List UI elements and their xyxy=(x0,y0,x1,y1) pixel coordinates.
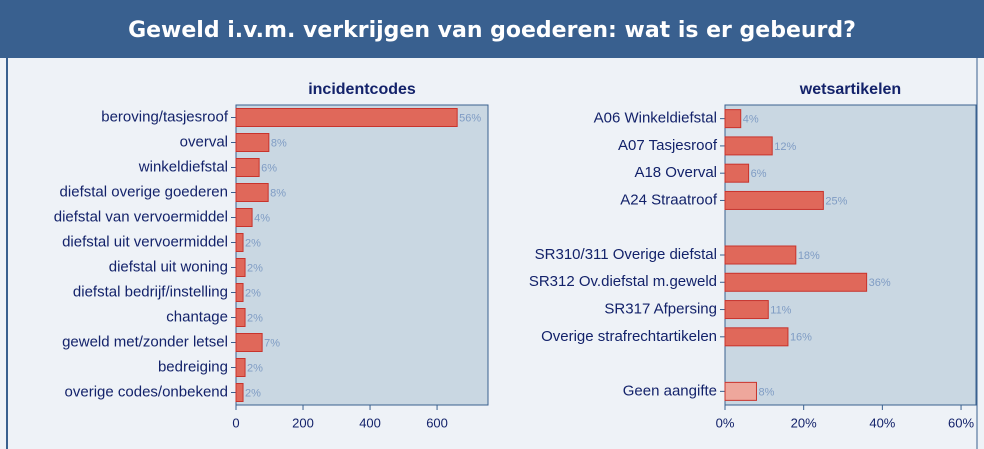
y-tick-label: beroving/tasjesroof xyxy=(101,108,229,125)
value-label: 2% xyxy=(247,362,263,374)
y-tick-label: SR310/311 Overige diefstal xyxy=(535,246,717,263)
y-tick-label: A07 Tasjesroof xyxy=(618,137,718,154)
bar xyxy=(235,133,270,152)
value-label: 2% xyxy=(247,262,263,274)
bar xyxy=(235,308,246,327)
x-tick-label: 600 xyxy=(426,415,448,430)
bar xyxy=(235,233,244,252)
value-label: 12% xyxy=(774,141,796,153)
x-tick-label: 400 xyxy=(359,415,381,430)
bar xyxy=(724,245,797,265)
value-label: 6% xyxy=(261,162,277,174)
y-tick-label: diefstal uit woning xyxy=(109,258,228,275)
bar xyxy=(235,258,246,277)
value-label: 8% xyxy=(758,386,774,398)
value-label: 25% xyxy=(825,195,847,207)
value-label: 56% xyxy=(459,112,481,124)
bar xyxy=(235,208,253,227)
value-label: 7% xyxy=(264,337,280,349)
bar xyxy=(724,327,789,347)
bar xyxy=(724,272,868,292)
x-tick-label: 0 xyxy=(232,415,239,430)
value-label: 8% xyxy=(270,187,286,199)
value-label: 2% xyxy=(245,387,261,399)
y-tick-label: geweld met/zonder letsel xyxy=(62,333,228,350)
x-tick-label: 60% xyxy=(948,415,974,430)
value-label: 16% xyxy=(790,332,812,344)
value-label: 8% xyxy=(271,137,287,149)
y-tick-label: chantage xyxy=(166,308,228,325)
title-bar xyxy=(0,0,984,58)
y-tick-label: diefstal uit vervoermiddel xyxy=(62,233,228,250)
y-tick-label: A06 Winkeldiefstal xyxy=(594,110,717,127)
y-tick-label: bedreiging xyxy=(158,358,228,375)
y-tick-label: winkeldiefstal xyxy=(138,158,228,175)
page-title: Geweld i.v.m. verkrijgen van goederen: w… xyxy=(128,18,856,43)
value-label: 18% xyxy=(798,250,820,262)
y-tick-label: overige codes/onbekend xyxy=(65,383,228,400)
chart-title: incidentcodes xyxy=(308,81,416,98)
bar xyxy=(724,190,824,210)
y-tick-label: A18 Overval xyxy=(634,164,717,181)
value-label: 36% xyxy=(869,277,891,289)
y-tick-label: diefstal bedrijf/instelling xyxy=(73,283,228,300)
bar xyxy=(235,158,260,177)
y-tick-label: Geen aangifte xyxy=(623,382,717,399)
x-tick-label: 40% xyxy=(869,415,895,430)
y-tick-label: Overige strafrechtartikelen xyxy=(541,328,717,345)
value-label: 4% xyxy=(254,212,270,224)
value-label: 2% xyxy=(245,287,261,299)
value-label: 2% xyxy=(245,237,261,249)
value-label: 2% xyxy=(247,312,263,324)
chart-title: wetsartikelen xyxy=(799,81,901,98)
bar xyxy=(235,333,263,352)
bar xyxy=(235,358,246,377)
bar xyxy=(724,163,750,183)
bar xyxy=(724,136,773,156)
y-tick-label: diefstal overige goederen xyxy=(60,183,228,200)
bar xyxy=(235,108,458,127)
y-tick-label: diefstal van vervoermiddel xyxy=(54,208,228,225)
bar xyxy=(235,183,269,202)
x-tick-label: 200 xyxy=(292,415,314,430)
value-label: 11% xyxy=(770,304,791,316)
bar xyxy=(235,383,244,402)
value-label: 4% xyxy=(743,114,759,126)
bar xyxy=(235,283,244,302)
bar xyxy=(724,300,769,320)
x-tick-label: 20% xyxy=(791,415,817,430)
value-label: 6% xyxy=(751,168,767,180)
y-tick-label: SR312 Ov.diefstal m.geweld xyxy=(529,273,717,290)
plot-area xyxy=(235,104,489,406)
y-tick-label: SR317 Afpersing xyxy=(604,301,717,318)
y-tick-label: A24 Straatroof xyxy=(620,191,718,208)
bar xyxy=(724,109,742,129)
bar xyxy=(724,381,757,401)
y-tick-label: overval xyxy=(180,133,228,150)
x-tick-label: 0% xyxy=(716,415,735,430)
